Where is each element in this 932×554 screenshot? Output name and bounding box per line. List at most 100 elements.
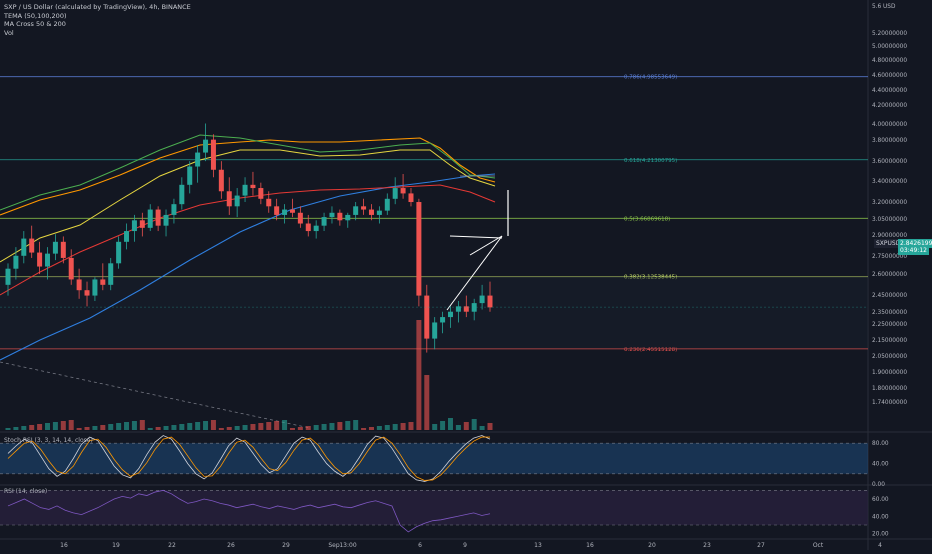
candle-body	[171, 204, 177, 215]
candle-body	[68, 257, 74, 280]
x-tick-label: Sep	[328, 542, 340, 549]
stoch-band	[0, 443, 868, 474]
candle-body	[139, 220, 145, 228]
volume-bar	[131, 421, 137, 430]
volume-bar	[274, 421, 280, 430]
candle-body	[353, 206, 359, 215]
candle-body	[37, 252, 43, 267]
ma-green-line	[0, 134, 496, 211]
rsi-band	[0, 490, 868, 525]
y-tick-label: 2.60000000	[872, 272, 907, 278]
volume-bar	[195, 422, 201, 430]
x-tick-label: 13	[534, 542, 542, 549]
volume-bar	[289, 428, 295, 430]
y-tick-label: 2.25000000	[872, 322, 907, 328]
candle-body	[5, 268, 11, 285]
volume-bar	[353, 420, 359, 430]
rsi-y-tick: 40.00	[872, 514, 889, 520]
stoch-rsi-label[interactable]: Stoch RSI (3, 3, 14, 14, close)	[4, 437, 93, 444]
y-tick-label: 2.05000000	[872, 354, 907, 360]
volume-bar	[416, 320, 422, 430]
y-tick-label: 1.74000000	[872, 400, 907, 406]
x-tick-label: 26	[227, 542, 235, 549]
dashed-trendline	[0, 361, 311, 429]
candle-body	[100, 279, 106, 285]
candle-body	[258, 188, 264, 199]
volume-bar	[60, 421, 66, 430]
y-tick-label: 5.00000000	[872, 44, 907, 50]
candle-body	[92, 279, 98, 296]
candle-body	[131, 220, 137, 232]
y-tick-label: 4.00000000	[872, 122, 907, 128]
candle-body	[440, 317, 446, 323]
candle-body	[487, 295, 493, 308]
stoch-series-line	[7, 435, 491, 482]
countdown-tag: 03:49:12	[898, 246, 929, 255]
candle-body	[116, 241, 122, 264]
x-tick-label: 6	[418, 542, 422, 549]
volume-bar	[163, 426, 169, 430]
volume-bar	[321, 424, 327, 430]
candle-body	[124, 231, 130, 242]
y-tick-label: 3.40000000	[872, 179, 907, 185]
y-tick-label: 2.15000000	[872, 338, 907, 344]
volume-bar	[226, 427, 232, 430]
indicator-volume[interactable]: Vol	[4, 28, 14, 37]
volume-bar	[424, 375, 430, 430]
volume-bar	[29, 425, 35, 430]
candle-body	[29, 238, 35, 253]
stoch-series-line	[7, 436, 490, 481]
candle-body	[400, 188, 406, 194]
volume-bar	[384, 425, 390, 430]
stoch-y-tick: 40.00	[872, 462, 889, 468]
candle-body	[226, 191, 232, 207]
volume-bar	[76, 428, 82, 430]
candle-body	[76, 279, 82, 291]
volume-bar	[447, 418, 453, 430]
candle-body	[84, 290, 90, 296]
volume-bar	[432, 424, 438, 430]
candle-body	[21, 238, 27, 256]
rsi-label[interactable]: RSI (14, close)	[4, 488, 48, 495]
volume-bar	[68, 420, 74, 430]
candle-body	[447, 311, 453, 318]
x-tick-label: 19	[112, 542, 120, 549]
volume-bar	[100, 425, 106, 430]
y-tick-label: 2.75000000	[872, 254, 907, 260]
volume-bar	[392, 424, 398, 430]
x-tick-label: 29	[282, 542, 290, 549]
y-tick-label: 1.90000000	[872, 370, 907, 376]
volume-bar	[463, 422, 469, 430]
indicator-tema[interactable]: TEMA (50,100,200)	[4, 11, 67, 20]
volume-bar	[440, 421, 446, 430]
ma-yellow-line	[0, 149, 496, 263]
candle-body	[266, 198, 272, 207]
volume-bar	[258, 423, 264, 430]
volume-bar	[361, 428, 367, 430]
volume-bar	[305, 426, 311, 430]
candle-body	[463, 306, 469, 312]
volume-bar	[52, 422, 58, 430]
candle-body	[155, 209, 161, 226]
fib-level-label: 0.5(3.66869618)	[624, 216, 670, 222]
volume-bar	[21, 426, 27, 430]
rsi-y-tick: 60.00	[872, 497, 889, 503]
y-tick-label: 3.80000000	[872, 138, 907, 144]
volume-bar	[455, 425, 461, 430]
triangle-resistance-line	[449, 235, 503, 239]
last-price-tag: 2.84261992	[898, 239, 932, 248]
candle-body	[455, 306, 461, 312]
stoch-y-tick: 80.00	[872, 441, 889, 447]
volume-bar	[108, 424, 114, 430]
x-tick-label: 13:00	[339, 542, 356, 549]
candle-body	[218, 169, 224, 192]
volume-bar	[471, 419, 477, 430]
y-tick-label: 1.80000000	[872, 386, 907, 392]
candle-body	[416, 202, 422, 296]
y-tick-label: 2.90000000	[872, 233, 907, 239]
volume-bar	[487, 423, 493, 430]
candle-body	[274, 206, 280, 215]
indicator-ma-cross[interactable]: MA Cross 50 & 200	[4, 20, 66, 29]
